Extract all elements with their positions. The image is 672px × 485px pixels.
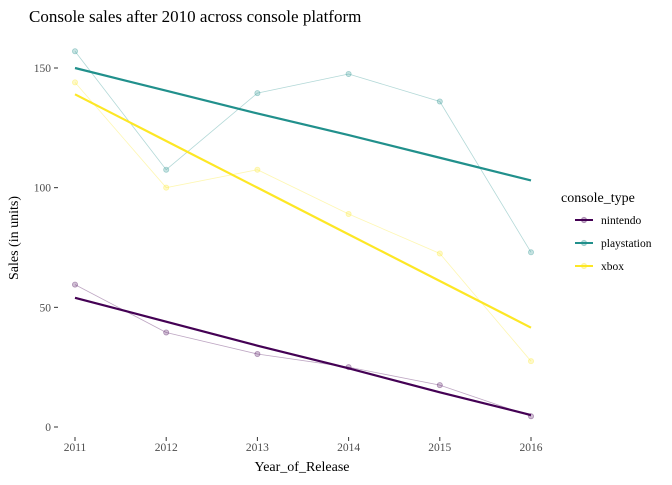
legend-key-point-playstation (580, 239, 588, 247)
x-tick-label: 2013 (246, 442, 269, 454)
legend-title: console_type (561, 191, 635, 206)
series-line-playstation (74, 51, 532, 253)
data-point-nintendo (436, 382, 443, 389)
legend: nintendo playstation xbox (575, 215, 652, 273)
legend-label-playstation: playstation (601, 238, 652, 250)
data-point-nintendo (72, 281, 79, 288)
data-point-playstation (163, 166, 170, 173)
series-line-xbox (74, 82, 532, 362)
x-axis-ticks: 2011 2012 2013 2014 2015 2016 (64, 437, 543, 454)
x-axis-title: Year_of_Release (255, 460, 350, 475)
data-point-playstation (436, 98, 443, 105)
data-point-playstation (345, 70, 352, 77)
series-line-nintendo (74, 284, 532, 417)
x-tick-label: 2012 (155, 442, 178, 454)
data-point-playstation (528, 249, 535, 256)
legend-key-point-nintendo (580, 216, 588, 224)
legend-label-nintendo: nintendo (601, 215, 641, 227)
x-tick-label: 2014 (337, 442, 360, 454)
trend-line-playstation (74, 66, 532, 182)
data-point-playstation (72, 48, 79, 55)
y-tick-label: 50 (40, 302, 52, 314)
data-point-xbox (72, 79, 79, 86)
x-tick-label: 2016 (520, 442, 543, 454)
data-point-playstation (254, 90, 261, 97)
trend-line-xbox (74, 93, 532, 329)
legend-key-point-xbox (580, 262, 588, 270)
data-point-xbox (436, 250, 443, 257)
y-tick-label: 0 (45, 422, 51, 434)
data-point-nintendo (163, 329, 170, 336)
trend-line-nintendo (74, 296, 532, 417)
y-tick-label: 150 (34, 63, 52, 75)
data-point-xbox (163, 184, 170, 191)
legend-label-xbox: xbox (601, 261, 624, 273)
data-point-nintendo (528, 413, 535, 420)
data-point-xbox (345, 210, 352, 217)
trend-lines (74, 66, 532, 417)
x-tick-label: 2015 (428, 442, 451, 454)
data-point-xbox (528, 358, 535, 365)
raw-series-lines (74, 51, 532, 417)
y-axis-title: Sales (in units) (7, 196, 22, 280)
data-point-nintendo (254, 351, 261, 358)
chart-title: Console sales after 2010 across console … (29, 7, 361, 26)
y-tick-label: 100 (34, 183, 52, 195)
data-point-xbox (254, 166, 261, 173)
x-tick-label: 2011 (64, 442, 87, 454)
y-axis-ticks: 0 50 100 150 (34, 63, 58, 434)
data-point-nintendo (345, 364, 352, 371)
data-points (72, 48, 535, 420)
